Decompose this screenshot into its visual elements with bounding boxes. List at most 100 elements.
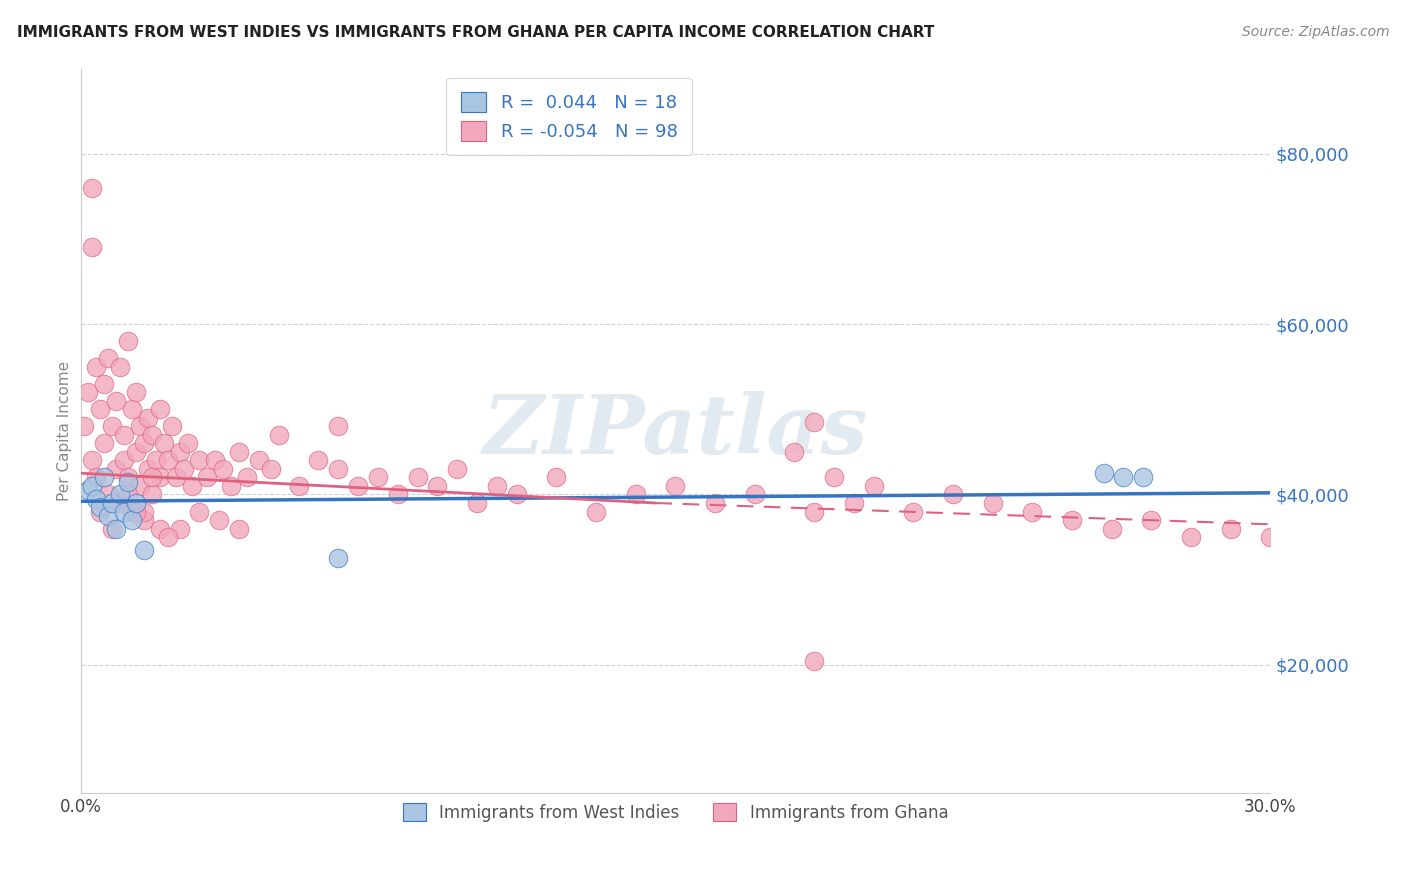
Point [1092,466,1115,480]
Point [82,240,104,254]
Point [212,462,235,476]
Point [141,470,163,484]
Point [208,513,231,527]
Point [783,445,806,459]
Point [125,385,148,400]
Point [136,462,159,476]
Point [823,470,845,484]
Point [132,504,155,518]
Point [132,436,155,450]
Point [156,453,179,467]
Point [105,393,128,408]
Point [236,470,259,484]
Point [129,479,152,493]
Point [149,402,172,417]
Point [125,504,148,518]
Point [149,522,172,536]
Point [219,479,242,493]
Point [101,496,124,510]
Point [117,475,139,489]
Point [112,504,135,518]
Point [82,479,104,493]
Point [197,470,219,484]
Point [228,522,250,536]
Point [465,496,488,510]
Point [117,334,139,348]
Point [803,415,825,429]
Point [82,181,104,195]
Point [624,487,647,501]
Point [1258,530,1281,544]
Point [1219,522,1241,536]
Point [136,410,159,425]
Point [86,491,108,506]
Point [82,453,104,467]
Point [125,445,148,459]
Point [267,427,290,442]
Point [132,513,155,527]
Point [165,470,187,484]
Point [129,419,152,434]
Point [204,453,226,467]
Point [121,504,143,518]
Point [287,479,309,493]
Point [803,504,825,518]
Point [173,462,195,476]
Point [367,470,389,484]
Point [1101,522,1123,536]
Point [744,487,766,501]
Point [156,530,179,544]
Point [132,542,155,557]
Y-axis label: Per Capita Income: Per Capita Income [58,360,72,500]
Point [141,487,163,501]
Point [328,419,350,434]
Text: Source: ZipAtlas.com: Source: ZipAtlas.com [1241,25,1389,39]
Point [1021,504,1043,518]
Point [112,453,135,467]
Point [89,504,111,518]
Point [406,470,429,484]
Point [145,453,167,467]
Point [86,359,108,374]
Point [842,496,865,510]
Point [112,427,135,442]
Point [426,479,449,493]
Point [77,385,100,400]
Point [89,500,111,515]
Point [101,419,124,434]
Point [446,462,468,476]
Point [506,487,529,501]
Point [169,522,191,536]
Point [121,513,143,527]
Point [160,419,183,434]
Point [188,504,211,518]
Point [125,496,148,510]
Point [73,419,96,434]
Point [108,359,131,374]
Point [981,496,1004,510]
Point [117,487,139,501]
Point [77,483,100,498]
Point [862,479,884,493]
Point [803,654,825,668]
Point [89,402,111,417]
Point [97,508,120,523]
Text: ZIPatlas: ZIPatlas [482,391,868,471]
Point [188,453,211,467]
Point [328,462,350,476]
Point [108,496,131,510]
Point [1112,470,1135,484]
Point [307,453,329,467]
Point [180,479,202,493]
Point [176,436,198,450]
Point [141,427,163,442]
Point [260,462,283,476]
Text: IMMIGRANTS FROM WEST INDIES VS IMMIGRANTS FROM GHANA PER CAPITA INCOME CORRELATI: IMMIGRANTS FROM WEST INDIES VS IMMIGRANT… [17,25,934,40]
Point [101,522,124,536]
Point [1060,513,1083,527]
Point [105,462,128,476]
Point [328,551,350,566]
Point [585,504,607,518]
Point [347,479,370,493]
Point [86,470,108,484]
